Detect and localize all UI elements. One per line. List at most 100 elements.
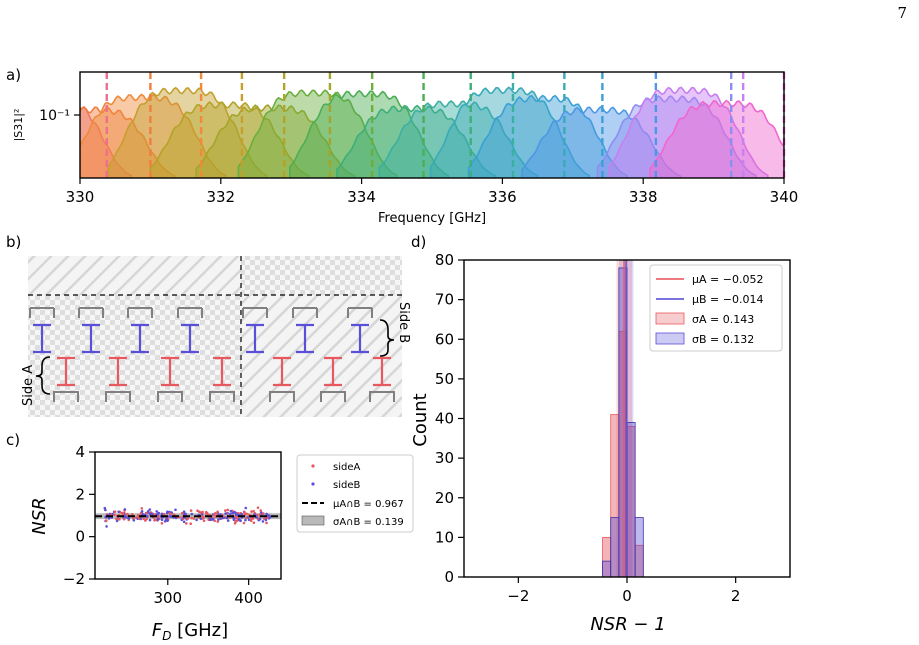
nsr-point [256, 506, 260, 510]
feed-stub [105, 391, 131, 402]
nsr-point [123, 508, 127, 511]
feed-stub [269, 391, 295, 402]
panel-a-transmission-plot: 330 332 334 336 338 340 10⁻¹ |S31|² Frequency… [12, 71, 799, 226]
feed-stub [320, 391, 346, 402]
nsr-point [132, 519, 136, 522]
nsr-point [174, 508, 177, 512]
transmission-area [80, 107, 133, 178]
transmission-area [649, 99, 784, 178]
transmission-area [608, 86, 769, 178]
region-bottom-left [28, 295, 241, 417]
legend-marker-sigma [301, 515, 325, 526]
nsr-point [192, 517, 196, 520]
nsr-point [195, 518, 198, 522]
nsr-point [144, 519, 147, 522]
panel-b-resonator-diagram: Side B Side A [21, 256, 411, 417]
nsr-point [189, 509, 193, 512]
nsr-point [147, 510, 150, 513]
x-tick-label: 330 [66, 188, 95, 206]
nsr-point [148, 512, 152, 515]
nsr-point [182, 510, 186, 513]
nsr-point [115, 517, 118, 521]
transmission-area [237, 89, 398, 178]
nsr-point [165, 511, 169, 515]
nsr-point [259, 509, 263, 512]
nsr-point [224, 512, 227, 515]
panel-label-c: c) [6, 431, 20, 449]
feed-stub [209, 391, 235, 402]
legend-label-sigma: σA∩B = 0.139 [333, 517, 404, 528]
nsr-point [113, 510, 117, 513]
nsr-point [251, 517, 255, 520]
resonance-markers [105, 72, 786, 178]
x-tick-label: 300 [153, 589, 182, 607]
nsr-point [210, 517, 213, 521]
histogram-bars [602, 267, 644, 578]
nsr-point [148, 518, 152, 522]
y-tick-label: 20 [435, 489, 454, 507]
nsr-point [117, 510, 120, 514]
nsr-point [242, 521, 246, 525]
hist-bar-b [626, 422, 636, 578]
panel-label-d: d) [411, 233, 426, 251]
nsr-point [148, 508, 152, 511]
panel-a-x-ticks: 330 332 334 336 338 340 [66, 178, 799, 206]
nsr-point [186, 517, 189, 520]
x-tick-label: 340 [770, 188, 799, 206]
nsr-point [202, 519, 206, 522]
nsr-point [189, 522, 192, 525]
nsr-point [206, 511, 209, 515]
nsr-point [217, 518, 220, 521]
nsr-point [126, 512, 129, 516]
nsr-point [244, 516, 248, 520]
nsr-point [243, 511, 246, 514]
legend-marker-sigma-b [655, 332, 685, 345]
nsr-point [265, 512, 268, 516]
resonators [29, 307, 395, 402]
nsr-point [168, 512, 172, 515]
nsr-point [107, 516, 111, 520]
nsr-point [199, 517, 203, 521]
nsr-point [232, 518, 236, 521]
legend-label-sigma-b: σB = 0.132 [692, 333, 754, 346]
panel-d-xlabel: NSR − 1 [590, 614, 665, 635]
x-tick-label: 0 [622, 587, 632, 605]
nsr-point [157, 511, 161, 515]
panel-a-y-tick-label: 10⁻¹ [39, 108, 70, 124]
nsr-point [222, 516, 225, 520]
nsr-point [150, 512, 154, 516]
transmission-area [107, 86, 268, 178]
nsr-point [249, 519, 253, 522]
transmission-areas [80, 86, 784, 178]
panel-a-axes-frame [79, 71, 785, 179]
panel-c-xlabel: FD [GHz] [152, 620, 228, 643]
x-tick-label: 334 [347, 188, 376, 206]
panel-d-ticks: 0 10 20 30 40 50 60 70 80 −2 0 2 [435, 251, 741, 605]
feed-stub [157, 391, 183, 402]
nsr-point [185, 522, 188, 525]
nsr-point [245, 512, 248, 516]
nsr-point [234, 515, 238, 519]
nsr-point [252, 509, 255, 513]
nsr-point [213, 519, 216, 523]
nsr-point [198, 510, 201, 514]
nsr-point [258, 513, 262, 516]
nsr-point [224, 509, 227, 512]
panel-d-nsr-histogram: 0 10 20 30 40 50 60 70 80 −2 0 2 Count NSR − 1 μA =… [410, 251, 791, 635]
legend-marker-sigma-a [655, 312, 685, 325]
nsr-point [226, 519, 230, 522]
feed-stub [53, 391, 79, 402]
panel-a-ylabel: |S31|² [12, 109, 25, 142]
transmission-area [289, 89, 449, 178]
nsr-point [153, 519, 156, 522]
panel-label-a: a) [6, 66, 21, 84]
region-top-right [241, 256, 402, 295]
nsr-point [160, 518, 164, 521]
transmission-area [378, 99, 539, 178]
nsr-point [142, 517, 145, 521]
nsr-point [140, 507, 144, 510]
nsr-point [168, 515, 171, 518]
nsr-point [261, 520, 265, 523]
legend-label-mu-a: μA = −0.052 [692, 273, 763, 286]
